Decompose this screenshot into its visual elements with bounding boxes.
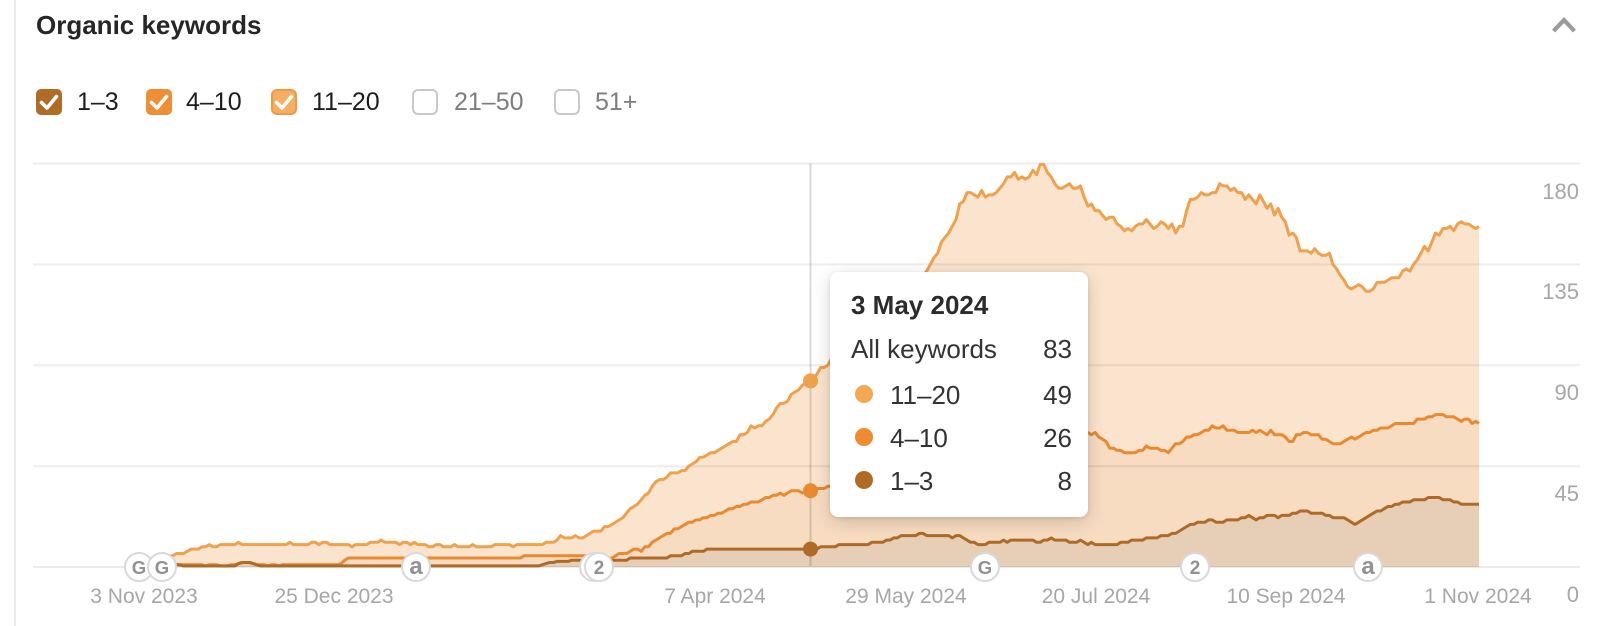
svg-text:a: a xyxy=(409,553,423,580)
svg-text:2: 2 xyxy=(1190,558,1201,579)
svg-text:a: a xyxy=(1361,553,1375,580)
svg-text:2: 2 xyxy=(594,558,605,579)
svg-text:G: G xyxy=(978,557,992,578)
svg-text:G: G xyxy=(132,557,146,578)
svg-text:G: G xyxy=(155,557,169,578)
